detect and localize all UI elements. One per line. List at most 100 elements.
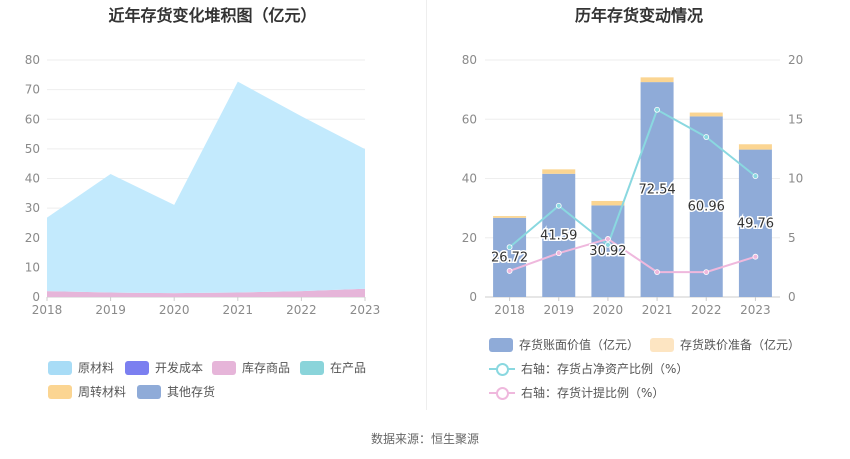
right-chart-title: 历年存货变动情况 (574, 6, 703, 25)
y-right-tick-label: 5 (788, 231, 796, 245)
line-point (506, 244, 513, 251)
legend-label: 开发成本 (155, 361, 204, 375)
bar-book-value (542, 173, 576, 297)
bar-book-value (640, 82, 674, 297)
bar-data-label: 26.72 (491, 250, 528, 265)
bar-data-label: 49.76 (737, 216, 774, 231)
y-tick-label: 30 (25, 201, 40, 215)
legend-swatch (650, 337, 674, 352)
legend-item-turnover-materials[interactable]: 周转材料 (48, 383, 126, 400)
line-右轴：存货计提比例（%） (509, 237, 756, 274)
x-tick-label: 2023 (350, 303, 381, 317)
y-tick-label: 0 (32, 290, 40, 304)
legend-label: 库存商品 (242, 361, 291, 375)
y-left-tick-label: 60 (462, 112, 477, 126)
legend-line-swatch (489, 362, 515, 376)
legend-swatch (48, 384, 72, 399)
y-tick-label: 20 (25, 231, 40, 245)
legend-label: 其他存货 (167, 385, 216, 399)
y-right-tick-label: 0 (788, 290, 796, 304)
bar-impairment (542, 169, 576, 174)
y-left-tick-label: 20 (462, 231, 477, 245)
bar-data-label: 30.92 (589, 244, 626, 259)
line-point (703, 134, 710, 140)
y-left-tick-label: 80 (462, 53, 477, 67)
bar-impairment (738, 144, 772, 150)
line-point (752, 253, 759, 260)
line-point (703, 269, 710, 276)
legend-item-provision-ratio[interactable]: 右轴：存货计提比例（%） (489, 384, 664, 401)
bar-impairment (591, 200, 625, 206)
legend-label: 存货账面价值（亿元） (519, 338, 640, 352)
legend-item-wip[interactable]: 在产品 (300, 359, 366, 376)
legend-swatch (489, 337, 513, 352)
y-tick-label: 80 (25, 53, 40, 67)
x-tick-label: 2020 (159, 303, 190, 317)
y-tick-label: 10 (25, 260, 40, 274)
area-库存商品 (47, 288, 365, 297)
legend-item-other-inventory[interactable]: 其他存货 (137, 383, 215, 400)
x-tick-label: 2021 (223, 303, 254, 317)
y-tick-label: 50 (25, 142, 40, 156)
x-tick-label: 2020 (593, 303, 624, 317)
legend-swatch (125, 360, 149, 375)
y-tick-label: 60 (25, 112, 40, 126)
legend-item-book-value[interactable]: 存货账面价值（亿元） (489, 336, 639, 353)
x-tick-label: 2019 (95, 303, 126, 317)
legend-label: 右轴：存货占净资产比例（%） (521, 362, 689, 376)
legend-item-impairment[interactable]: 存货跌价准备（亿元） (650, 336, 800, 353)
left-chart-title: 近年存货变化堆积图（亿元） (108, 6, 317, 25)
x-tick-label: 2022 (286, 303, 317, 317)
line-point (605, 241, 611, 248)
bar-impairment (689, 112, 723, 117)
y-right-tick-label: 20 (788, 53, 803, 67)
x-tick-label: 2022 (691, 303, 722, 317)
line-point (555, 250, 562, 257)
line-point (555, 202, 562, 209)
legend-swatch (137, 384, 161, 399)
legend-line-swatch (489, 386, 515, 400)
data-source: 数据来源：恒生聚源 (370, 432, 479, 446)
bar-data-label: 41.59 (540, 228, 577, 243)
legend-swatch (300, 360, 324, 375)
x-tick-label: 2018 (494, 303, 525, 317)
x-tick-label: 2019 (543, 303, 574, 317)
legend-label: 存货跌价准备（亿元） (680, 338, 801, 352)
line-point (605, 236, 611, 242)
x-tick-label: 2018 (32, 303, 63, 317)
x-tick-label: 2023 (740, 303, 771, 317)
y-left-tick-label: 40 (462, 172, 477, 186)
bar-book-value (591, 205, 625, 297)
y-tick-label: 40 (25, 172, 40, 186)
legend-swatch (212, 360, 236, 375)
bar-book-value (738, 149, 772, 297)
bar-book-value (689, 116, 723, 297)
legend-label: 原材料 (78, 361, 115, 375)
bar-impairment (640, 77, 674, 83)
area-原材料 (47, 81, 365, 294)
line-point (654, 106, 660, 113)
bar-book-value (493, 217, 527, 297)
legend-label: 在产品 (330, 361, 367, 375)
legend-item-inventory-to-equity[interactable]: 右轴：存货占净资产比例（%） (489, 360, 688, 377)
y-right-tick-label: 15 (788, 112, 803, 126)
panel-divider (426, 0, 427, 410)
legend-item-dev-cost[interactable]: 开发成本 (125, 359, 203, 376)
y-right-tick-label: 10 (788, 172, 803, 186)
bar-data-label: 60.96 (688, 200, 725, 215)
legend-label: 周转材料 (78, 385, 127, 399)
legend-swatch (48, 360, 72, 375)
left-stacked-area-chart: 0 10 20 30 40 50 60 70 80 2018 2019 2020 2021 2022 202… (25, 53, 381, 317)
x-tick-label: 2021 (642, 303, 673, 317)
line-point (654, 269, 660, 276)
y-tick-label: 70 (25, 83, 40, 97)
bar-data-label: 72.54 (638, 183, 675, 198)
legend-label: 右轴：存货计提比例（%） (521, 386, 665, 400)
legend-item-finished-goods[interactable]: 库存商品 (212, 359, 290, 376)
line-右轴：存货占净资产比例（%） (508, 108, 757, 248)
legend-item-raw-material[interactable]: 原材料 (48, 359, 114, 376)
line-point (752, 173, 759, 180)
y-left-tick-label: 0 (469, 290, 477, 304)
line-point (506, 268, 513, 274)
bar-impairment (493, 216, 527, 218)
